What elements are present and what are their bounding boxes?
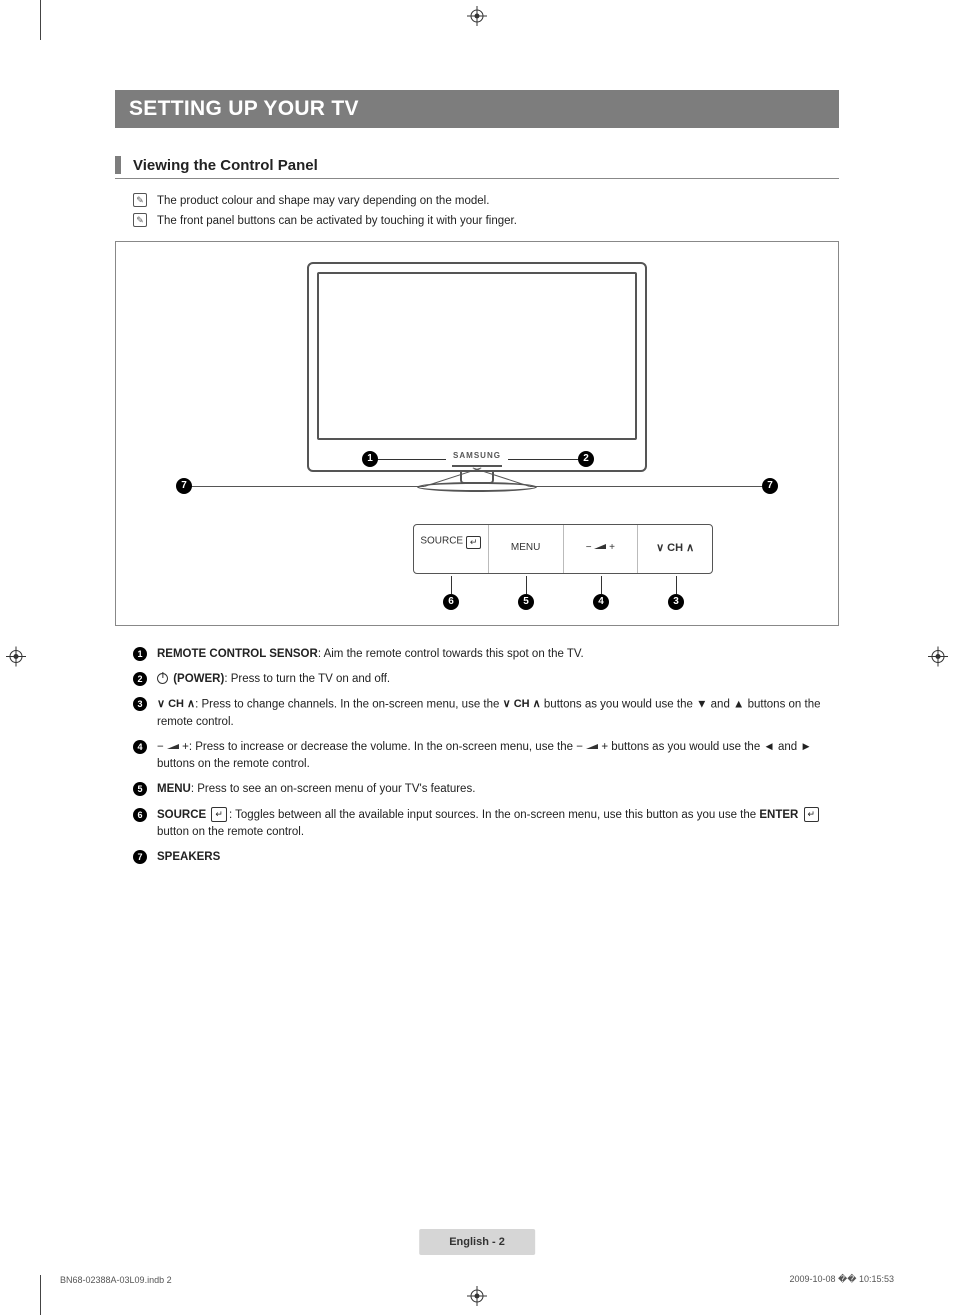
desc-item-3: 3 ∨ CH ∧: Press to change channels. In t… <box>133 696 839 731</box>
desc-body: : Press to turn the TV on and off. <box>224 673 390 685</box>
volume-wedge-icon <box>594 544 606 549</box>
tv-diagram: SAMSUNG 1 2 7 7 SOURCE ↵ MENU <box>115 241 839 626</box>
desc-inline-bold: ENTER <box>759 809 798 821</box>
panel-source: SOURCE ↵ <box>414 525 489 573</box>
panel-menu-label: MENU <box>511 542 540 553</box>
power-icon <box>157 673 168 684</box>
desc-body: : Aim the remote control towards this sp… <box>318 648 584 660</box>
callout-7: 7 <box>762 478 778 494</box>
speaker-leader-left <box>186 486 424 487</box>
desc-item-6: 6 SOURCE ↵: Toggles between all the avai… <box>133 807 839 842</box>
channel-icons: ∨ CH ∧ <box>157 698 195 710</box>
note-row: ✎ The product colour and shape may vary … <box>133 193 839 210</box>
button-panel: SOURCE ↵ MENU − + ∨ CH ∧ <box>413 524 713 574</box>
panel-channel: ∨ CH ∧ <box>638 525 712 573</box>
tv-logo: SAMSUNG <box>453 451 501 460</box>
desc-text: ∨ CH ∧: Press to change channels. In the… <box>157 696 839 731</box>
leader-line <box>601 576 602 594</box>
desc-text: − +: Press to increase or decrease the v… <box>157 739 839 774</box>
desc-text: SOURCE ↵: Toggles between all the availa… <box>157 807 839 842</box>
volume-icons: − + <box>576 741 608 753</box>
desc-body: : Press to change channels. In the on-sc… <box>195 698 503 710</box>
subheading-text: Viewing the Control Panel <box>133 157 318 174</box>
desc-label: (POWER) <box>173 673 224 685</box>
descriptions: 1 REMOTE CONTROL SENSOR: Aim the remote … <box>133 646 839 867</box>
leader-line <box>451 576 452 594</box>
enter-icon: ↵ <box>211 807 227 823</box>
desc-item-4: 4 − +: Press to increase or decrease the… <box>133 739 839 774</box>
desc-label: MENU <box>157 783 191 795</box>
volume-icons: − + <box>157 741 189 753</box>
desc-item-1: 1 REMOTE CONTROL SENSOR: Aim the remote … <box>133 646 839 663</box>
footer-timestamp: 2009-10-08 �� 10:15:53 <box>789 1274 894 1285</box>
panel-source-label: SOURCE <box>420 535 463 546</box>
subheading-row: Viewing the Control Panel <box>115 156 839 179</box>
enter-icon: ↵ <box>466 536 482 549</box>
panel-menu: MENU <box>489 525 564 573</box>
callout-7: 7 <box>176 478 192 494</box>
bullet-5: 5 <box>133 782 147 796</box>
section-banner: SETTING UP YOUR TV <box>115 90 839 128</box>
leader-line <box>526 576 527 594</box>
desc-body-tail: button on the remote control. <box>157 826 304 838</box>
crop-mark <box>40 0 80 40</box>
bullet-4: 4 <box>133 740 147 754</box>
page-content: SETTING UP YOUR TV Viewing the Control P… <box>115 90 839 874</box>
bullet-7: 7 <box>133 850 147 864</box>
callout-2: 2 <box>578 451 594 467</box>
desc-label: SPEAKERS <box>157 851 220 863</box>
bullet-3: 3 <box>133 697 147 711</box>
note-row: ✎ The front panel buttons can be activat… <box>133 213 839 230</box>
tv-screen <box>317 272 637 440</box>
desc-body: : Press to see an on-screen menu of your… <box>191 783 476 795</box>
desc-item-7: 7 SPEAKERS <box>133 849 839 866</box>
bullet-6: 6 <box>133 808 147 822</box>
registration-mark-top <box>467 6 487 29</box>
desc-text: MENU: Press to see an on-screen menu of … <box>157 781 839 798</box>
desc-item-2: 2 (POWER): Press to turn the TV on and o… <box>133 671 839 688</box>
subheading-bar-icon <box>115 156 121 174</box>
desc-text: REMOTE CONTROL SENSOR: Aim the remote co… <box>157 646 839 663</box>
registration-mark-left <box>6 646 26 669</box>
callout-3: 3 <box>668 594 684 610</box>
tv-illustration: SAMSUNG <box>307 262 647 500</box>
channel-icons: ∨ CH ∧ <box>503 698 541 710</box>
callout-6: 6 <box>443 594 459 610</box>
desc-label: SOURCE <box>157 809 206 821</box>
notes-block: ✎ The product colour and shape may vary … <box>133 193 839 231</box>
volume-wedge-icon <box>586 744 598 749</box>
desc-text: SPEAKERS <box>157 849 839 866</box>
desc-item-5: 5 MENU: Press to see an on-screen menu o… <box>133 781 839 798</box>
bullet-2: 2 <box>133 672 147 686</box>
leader-line <box>371 459 446 460</box>
note-text: The product colour and shape may vary de… <box>157 193 489 210</box>
desc-text: (POWER): Press to turn the TV on and off… <box>157 671 839 688</box>
speaker-leader-right <box>530 486 768 487</box>
footer-filename: BN68-02388A-03L09.indb 2 <box>60 1275 172 1285</box>
desc-label: REMOTE CONTROL SENSOR <box>157 648 318 660</box>
registration-mark-bottom <box>467 1286 487 1309</box>
sensor-indicator <box>452 465 502 467</box>
bullet-1: 1 <box>133 647 147 661</box>
note-icon: ✎ <box>133 193 147 207</box>
panel-volume: − + <box>564 525 639 573</box>
note-text: The front panel buttons can be activated… <box>157 213 517 230</box>
enter-icon: ↵ <box>804 807 820 823</box>
note-icon: ✎ <box>133 213 147 227</box>
volume-wedge-icon <box>167 744 179 749</box>
callout-5: 5 <box>518 594 534 610</box>
footer-page-label: English - 2 <box>419 1229 535 1255</box>
registration-mark-right <box>928 646 948 669</box>
leader-line <box>508 459 578 460</box>
callout-4: 4 <box>593 594 609 610</box>
desc-body: : Press to increase or decrease the volu… <box>189 741 576 753</box>
leader-line <box>676 576 677 594</box>
desc-body: : Toggles between all the available inpu… <box>229 809 759 821</box>
callout-1: 1 <box>362 451 378 467</box>
